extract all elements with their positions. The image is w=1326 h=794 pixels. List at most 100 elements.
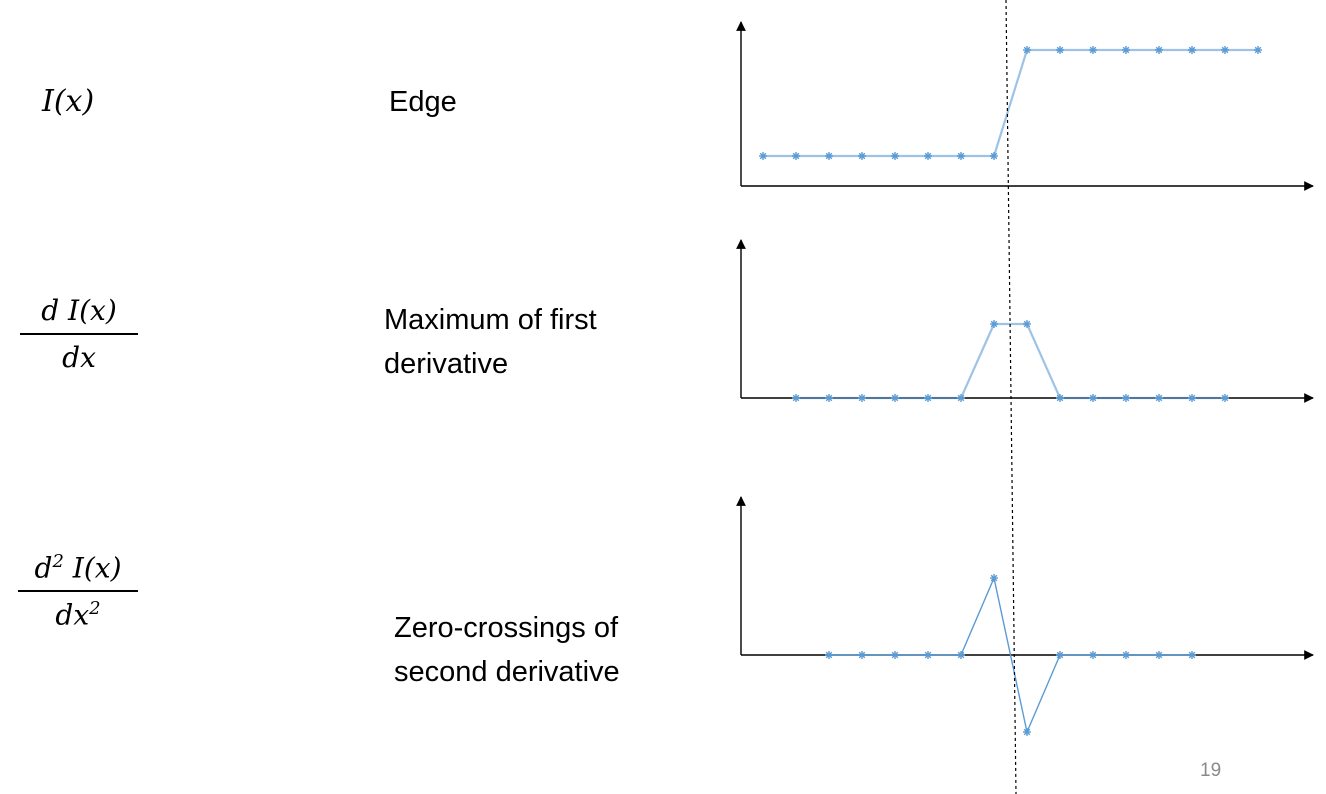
data-point-stroke [957,394,965,402]
data-point-stroke [825,651,833,659]
data-point-15 [1221,46,1229,54]
data-point-stroke [1056,651,1064,659]
data-point-stroke [1188,394,1196,402]
data-point-9 [1089,651,1097,659]
data-point-8 [1023,320,1031,328]
data-point-stroke [1122,394,1130,402]
data-point-stroke [924,152,932,160]
data-point-3 [891,651,899,659]
data-point-stroke [1254,46,1262,54]
data-point-11 [1155,651,1163,659]
data-point-stroke [759,152,767,160]
second-derivative-numerator: d2 I(x) [34,551,122,585]
data-point-stroke [858,152,866,160]
data-point-stroke [957,651,965,659]
data-point-12 [1188,651,1196,659]
fraction-bar [18,590,138,593]
label-line: Edge [389,86,457,118]
data-point-4 [891,394,899,402]
expression-second-derivative: d2 I(x) dx2 [18,551,138,632]
data-point-4 [858,152,866,160]
data-point-12 [1122,46,1130,54]
data-point-9 [1056,394,1064,402]
expression-intensity-text: I(x) [42,84,95,119]
data-point-4 [924,651,932,659]
data-point-stroke [891,394,899,402]
data-point-stroke [1122,651,1130,659]
data-point-stroke [891,651,899,659]
data-point-11 [1089,46,1097,54]
data-point-2 [858,651,866,659]
plot-panel-3 [736,496,1314,736]
data-point-stroke [924,651,932,659]
data-point-13 [1155,46,1163,54]
edge-location-guide [1005,0,1017,794]
data-point-9 [1023,46,1031,54]
data-point-14 [1188,46,1196,54]
first-derivative-numerator: d I(x) [41,294,117,327]
data-point-3 [858,394,866,402]
data-point-7 [1023,728,1031,736]
data-point-stroke [1188,46,1196,54]
data-point-8 [1056,651,1064,659]
fraction-bar [20,333,138,335]
expression-first-derivative: d I(x) dx [20,294,138,374]
data-point-stroke [825,152,833,160]
data-point-stroke [990,320,998,328]
expression-intensity: I(x) [42,84,94,119]
data-point-stroke [858,651,866,659]
label-edge: Edge [389,80,457,124]
data-point-3 [825,152,833,160]
data-point-stroke [1155,651,1163,659]
data-point-stroke [792,394,800,402]
data-point-10 [1089,394,1097,402]
data-point-10 [1056,46,1064,54]
data-point-stroke [1089,651,1097,659]
page-number: 19 [1200,760,1222,781]
data-point-stroke [1023,728,1031,736]
data-point-stroke [1023,320,1031,328]
data-point-13 [1188,394,1196,402]
data-point-stroke [1122,46,1130,54]
second-derivative-denominator: dx2 [55,598,101,632]
data-point-stroke [1023,46,1031,54]
data-point-stroke [990,574,998,582]
data-point-6 [924,152,932,160]
data-point-7 [957,152,965,160]
data-point-stroke [1089,394,1097,402]
data-point-stroke [1155,394,1163,402]
data-point-7 [990,320,998,328]
data-point-12 [1155,394,1163,402]
data-point-stroke [1155,46,1163,54]
data-point-stroke [957,152,965,160]
plot-panel-2 [736,239,1314,403]
data-point-stroke [825,394,833,402]
data-point-11 [1122,394,1130,402]
data-point-1 [759,152,767,160]
label-line: derivative [384,348,509,380]
data-point-5 [924,394,932,402]
data-point-10 [1122,651,1130,659]
data-point-stroke [891,152,899,160]
plot-panel-1 [736,21,1314,191]
first-derivative-denominator: dx [62,341,96,374]
label-line: Zero-crossings of [394,612,619,644]
data-point-2 [792,152,800,160]
data-point-stroke [1188,651,1196,659]
data-point-stroke [1056,394,1064,402]
label-line: second derivative [394,656,620,688]
data-point-1 [792,394,800,402]
series-line [763,48,1258,158]
data-point-8 [990,152,998,160]
data-point-stroke [1221,394,1229,402]
data-point-6 [957,394,965,402]
data-point-stroke [1089,46,1097,54]
label-second-derivative: Zero-crossings of second derivative [394,606,620,694]
data-point-14 [1221,394,1229,402]
data-point-16 [1254,46,1262,54]
series-line [829,577,1192,733]
data-point-1 [825,651,833,659]
label-first-derivative: Maximum of first derivative [384,298,597,386]
label-line: Maximum of first [384,304,597,336]
